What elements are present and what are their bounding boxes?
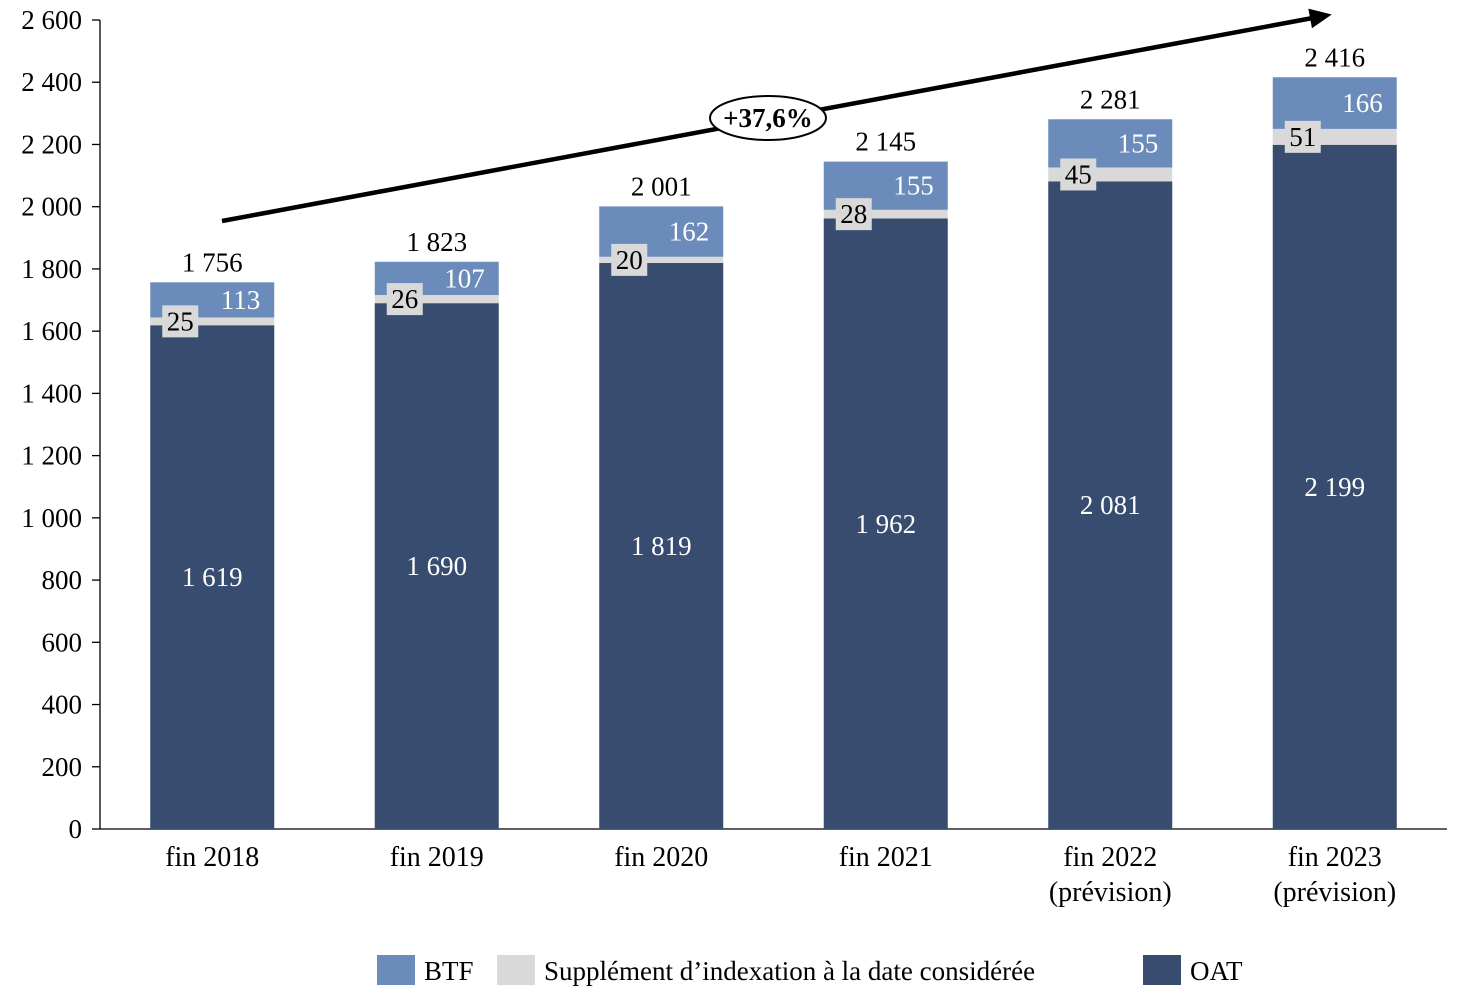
legend-label: BTF [424, 956, 474, 986]
total-value-label: 2 001 [631, 171, 692, 201]
btf-value-label: 113 [221, 285, 261, 315]
bar-oat [599, 263, 724, 830]
indexation-label-box [1284, 120, 1321, 153]
indexation-label-box [386, 283, 423, 316]
bar-indexation [150, 317, 275, 326]
arrow-head-icon [1308, 8, 1332, 29]
y-tick-label: 400 [42, 690, 83, 720]
oat-value-label: 1 819 [631, 531, 692, 561]
growth-label: +37,6% [723, 103, 813, 133]
y-tick-label: 1 000 [21, 503, 82, 533]
total-value-label: 1 756 [182, 247, 243, 277]
indexation-value-label: 28 [840, 199, 867, 229]
indexation-value-label: 26 [391, 284, 418, 314]
total-value-label: 1 823 [406, 227, 467, 257]
y-tick-label: 600 [42, 627, 83, 657]
btf-value-label: 107 [444, 263, 485, 293]
legend-label: OAT [1190, 956, 1243, 986]
btf-value-label: 155 [893, 171, 934, 201]
bar-indexation [823, 209, 948, 219]
legend-swatch [1143, 955, 1181, 985]
bar-oat [1272, 144, 1397, 829]
btf-value-label: 162 [669, 217, 710, 247]
bar-oat [374, 303, 499, 829]
total-value-label: 2 416 [1304, 42, 1365, 72]
axes: 0 200 400 600 800 1 000 1 200 1 400 1 600 1 800 2 … [21, 5, 1447, 844]
oat-value-label: 1 619 [182, 562, 243, 592]
indexation-label-box [835, 198, 872, 231]
indexation-value-label: 25 [167, 306, 194, 336]
indexation-value-label: 20 [616, 245, 643, 275]
bar-indexation [374, 295, 499, 304]
total-value-label: 2 145 [855, 127, 916, 157]
oat-value-label: 1 962 [855, 509, 916, 539]
btf-value-label: 155 [1118, 128, 1159, 158]
indexation-value-label: 51 [1289, 122, 1316, 152]
y-tick-label: 2 400 [21, 67, 82, 97]
y-tick-label: 1 800 [21, 254, 82, 284]
x-category-label: (prévision) [1049, 877, 1172, 908]
y-tick-label: 2 000 [21, 192, 82, 222]
bar-oat [823, 218, 948, 829]
y-tick-label: 200 [42, 752, 83, 782]
indexation-label-box [162, 305, 199, 338]
growth-ellipse [709, 95, 827, 141]
oat-value-label: 2 081 [1080, 490, 1141, 520]
bar-indexation [599, 256, 724, 264]
bar-oat [1048, 181, 1173, 830]
oat-value-label: 1 690 [406, 551, 467, 581]
total-value-label: 2 281 [1080, 84, 1141, 114]
x-category-label: fin 2019 [390, 842, 484, 873]
indexation-label-box [611, 243, 648, 276]
x-category-label: fin 2018 [165, 842, 259, 873]
y-tick-label: 1 200 [21, 441, 82, 471]
indexation-label-box [1060, 158, 1097, 191]
legend: BTF Supplément d’indexation à la date con… [377, 955, 1243, 986]
btf-value-label: 166 [1342, 88, 1383, 118]
y-tick-label: 1 600 [21, 316, 82, 346]
x-category-label: (prévision) [1273, 877, 1396, 908]
y-tick-label: 2 200 [21, 129, 82, 159]
legend-label: Supplément d’indexation à la date consid… [544, 956, 1035, 986]
y-tick-label: 1 400 [21, 378, 82, 408]
bar-btf [1272, 77, 1397, 129]
growth-annotation: +37,6% [221, 8, 1332, 224]
bars: 1 619 25 113 1 756 fin 2018 1 690 26 107 1 823 fi… [150, 42, 1397, 908]
x-category-label: fin 2022 [1063, 842, 1157, 873]
y-tick-label: 0 [69, 814, 83, 844]
y-tick-label: 800 [42, 565, 83, 595]
oat-value-label: 2 199 [1304, 472, 1365, 502]
legend-swatch [497, 955, 535, 985]
bar-oat [150, 325, 275, 829]
y-tick-label: 2 600 [21, 5, 82, 35]
indexation-value-label: 45 [1065, 159, 1092, 189]
x-category-label: fin 2021 [839, 842, 933, 873]
x-category-label: fin 2020 [614, 842, 708, 873]
x-category-label: fin 2023 [1288, 842, 1382, 873]
legend-swatch [377, 955, 415, 985]
